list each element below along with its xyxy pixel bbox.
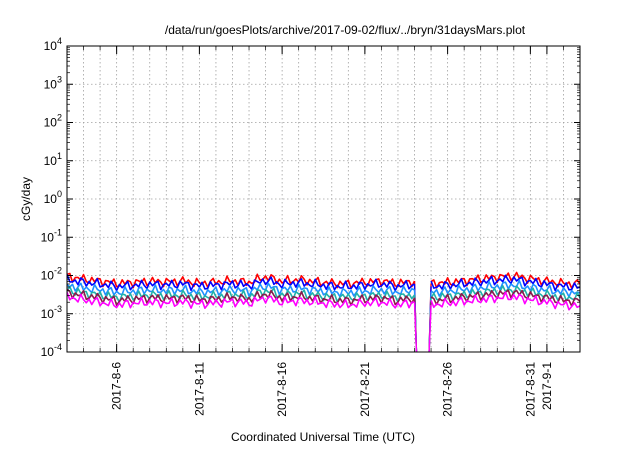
x-tick-label: 2017-8-16 <box>275 362 289 417</box>
y-axis: 10-4 10-3 10-2 10-1 100 101 102 103 104 <box>41 36 580 359</box>
y-tick-label: 10-4 <box>41 342 62 359</box>
y-tick-label: 10-1 <box>41 227 62 244</box>
series-line <box>430 274 580 292</box>
y-tick-label: 10-3 <box>41 304 62 321</box>
series-gap-drop <box>413 302 418 352</box>
x-tick-label: 2017-8-31 <box>523 362 537 417</box>
series-layer <box>67 271 580 352</box>
y-tick-label: 103 <box>44 74 62 91</box>
y-tick-label: 10-2 <box>41 266 62 283</box>
x-tick-label: 2017-8-21 <box>358 362 372 417</box>
x-tick-label: 2017-8-6 <box>110 362 124 410</box>
x-tick-label: 2017-9-1 <box>540 362 554 410</box>
x-axis: 2017-8-6 2017-8-11 2017-8-16 2017-8-21 2017-… <box>83 46 564 417</box>
x-tick-label: 2017-8-26 <box>441 362 455 417</box>
chart-title: /data/run/goesPlots/archive/2017-09-02/f… <box>165 23 526 37</box>
y-tick-label: 101 <box>44 151 62 168</box>
y-tick-label: 100 <box>44 189 62 206</box>
series-line <box>67 282 415 298</box>
series-gap-rise <box>428 304 432 352</box>
y-tick-label: 104 <box>44 36 62 53</box>
y-tick-label: 102 <box>44 113 62 130</box>
series-line <box>67 291 415 309</box>
y-axis-label: cGy/day <box>19 177 33 221</box>
series-line <box>430 291 580 311</box>
series-line <box>67 274 415 292</box>
x-tick-label: 2017-8-11 <box>192 362 206 416</box>
x-axis-label: Coordinated Universal Time (UTC) <box>231 430 415 444</box>
grid <box>67 46 580 352</box>
